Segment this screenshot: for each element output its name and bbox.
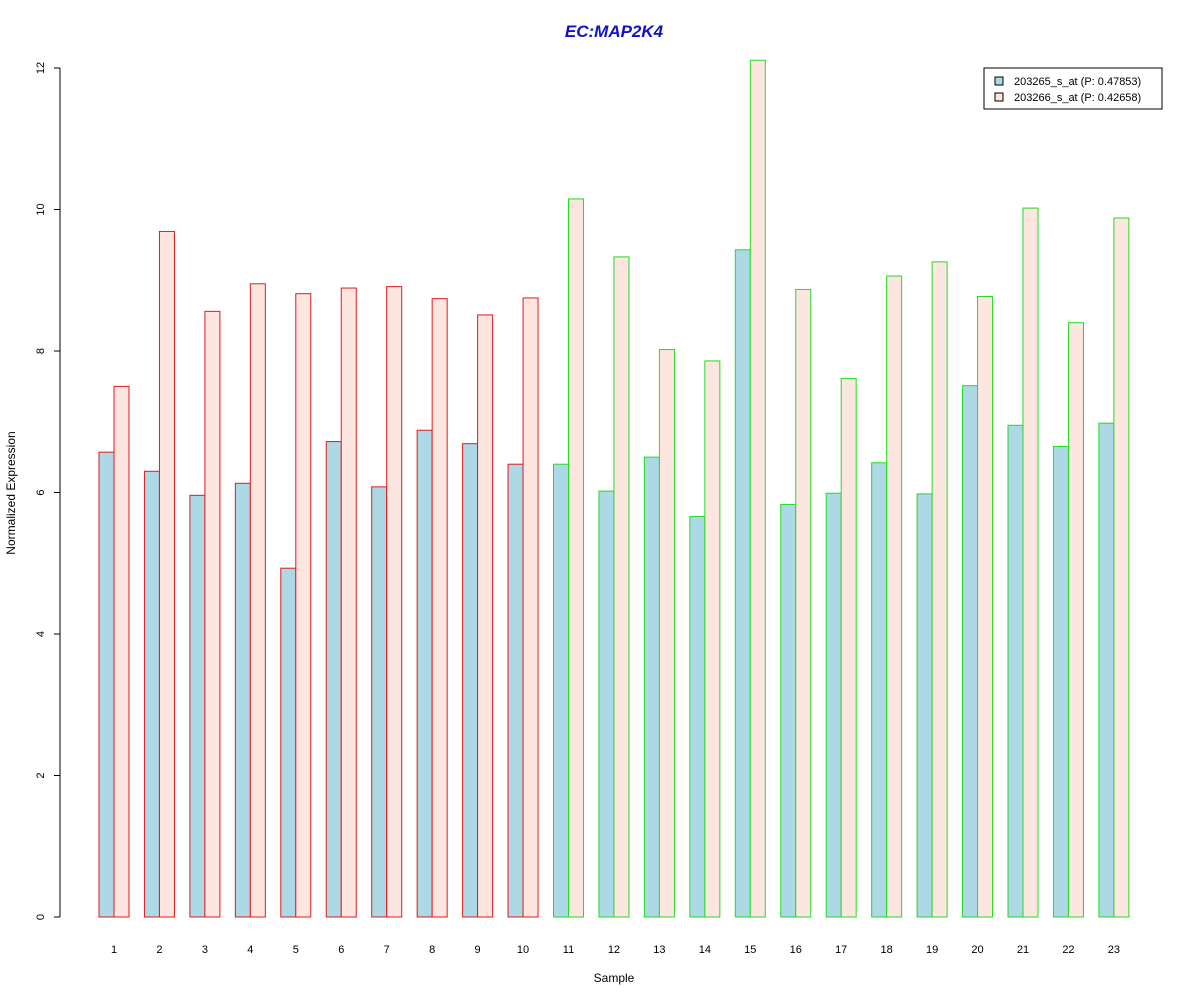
bar-s1-sample-1 [98, 451, 115, 918]
x-tick-label: 13 [653, 944, 665, 956]
bar-s2-sample-17 [840, 378, 857, 918]
bar-s1-sample-2 [143, 470, 160, 918]
y-tick-label: 4 [35, 631, 47, 637]
x-tick-label: 9 [475, 944, 481, 956]
bar-s2-sample-9 [477, 314, 494, 918]
bar-s1-sample-12 [598, 490, 615, 918]
y-axis: 0 2 4 6 8 10 12 [35, 62, 61, 920]
bar-s2-sample-15 [749, 59, 766, 918]
bar-s2-sample-11 [568, 198, 584, 918]
bar-s2-sample-12 [613, 256, 630, 918]
x-tick-label: 1 [111, 944, 117, 956]
legend-box [983, 67, 1163, 110]
bar-s1-sample-18 [871, 462, 888, 918]
bar-s2-sample-7 [386, 286, 403, 918]
x-tick-label: 17 [835, 944, 847, 956]
bar-s1-sample-11 [553, 463, 569, 918]
x-tick-label: 4 [247, 944, 253, 956]
legend: 203265_s_at (P: 0.47853) 203266_s_at (P:… [983, 67, 1163, 110]
x-tick-label: 8 [429, 944, 435, 956]
bar-s2-sample-5 [295, 293, 312, 918]
bar-s1-sample-9 [462, 443, 479, 918]
x-tick-label: 7 [384, 944, 390, 956]
x-tick-label: 14 [699, 944, 711, 956]
bar-s2-sample-21 [1022, 207, 1039, 918]
legend-label-2: 203266_s_at (P: 0.42658) [1014, 92, 1141, 104]
x-tick-label: 2 [156, 944, 162, 956]
bar-s1-sample-21 [1007, 424, 1024, 918]
x-tick-label: 3 [202, 944, 208, 956]
legend-label-1: 203265_s_at (P: 0.47853) [1014, 76, 1141, 88]
x-tick-label: 5 [293, 944, 299, 956]
legend-swatch-2 [994, 92, 1004, 102]
chart-title: EC:MAP2K4 [565, 22, 664, 41]
y-tick-label: 0 [35, 914, 47, 920]
bar-s1-sample-10 [507, 463, 524, 918]
bar-s1-sample-17 [825, 492, 842, 918]
bar-s1-sample-20 [962, 385, 979, 918]
bar-s1-sample-7 [371, 486, 388, 918]
bar-s1-sample-8 [416, 429, 433, 918]
x-tick-label: 21 [1017, 944, 1029, 956]
bar-s1-sample-6 [325, 441, 342, 918]
bar-s1-sample-4 [234, 482, 251, 918]
bar-s2-sample-1 [113, 385, 130, 918]
x-axis-ticks: 1 2 3 4 5 6 7 8 9 10 11 12 13 14 15 16 17 18 19 20 21 22 23 [111, 944, 1120, 956]
x-tick-label: 23 [1108, 944, 1120, 956]
bar-s1-sample-3 [189, 494, 206, 918]
y-tick-label: 8 [35, 348, 47, 354]
bar-s2-sample-6 [340, 287, 357, 918]
bar-s2-sample-4 [249, 283, 266, 918]
bars [98, 59, 1130, 918]
bar-s2-sample-23 [1113, 217, 1130, 918]
x-axis-label: Sample [594, 971, 635, 985]
bar-s2-sample-19 [931, 261, 948, 918]
bar-s1-sample-14 [689, 516, 706, 918]
bar-s1-sample-15 [734, 249, 751, 918]
bar-s1-sample-16 [780, 504, 797, 918]
x-tick-label: 15 [744, 944, 756, 956]
bar-s2-sample-8 [431, 298, 448, 918]
bar-s2-sample-13 [658, 349, 675, 918]
x-tick-label: 20 [971, 944, 983, 956]
x-tick-label: 16 [790, 944, 802, 956]
bar-s2-sample-2 [158, 230, 175, 918]
bar-s1-sample-23 [1098, 422, 1115, 918]
y-tick-label: 10 [35, 203, 47, 215]
x-tick-label: 18 [881, 944, 893, 956]
bar-s2-sample-3 [204, 310, 221, 918]
bar-s2-sample-20 [977, 296, 994, 918]
x-tick-label: 19 [926, 944, 938, 956]
x-tick-label: 12 [608, 944, 620, 956]
bar-s1-sample-5 [280, 567, 297, 918]
bar-s2-sample-22 [1067, 322, 1084, 918]
y-tick-label: 6 [35, 489, 47, 495]
y-tick-label: 2 [35, 772, 47, 778]
bar-s2-sample-16 [795, 288, 812, 918]
bar-s1-sample-19 [916, 493, 933, 918]
x-tick-label: 10 [517, 944, 529, 956]
x-tick-label: 11 [563, 944, 574, 956]
bar-s1-sample-22 [1052, 446, 1069, 918]
y-tick-label: 12 [35, 62, 47, 74]
bar-s2-sample-14 [704, 360, 721, 918]
bar-s2-sample-10 [522, 297, 539, 918]
x-tick-label: 6 [338, 944, 344, 956]
legend-swatch-1 [994, 76, 1004, 86]
bar-s1-sample-13 [643, 456, 660, 918]
x-tick-label: 22 [1062, 944, 1074, 956]
y-axis-label: Normalized Expression [4, 431, 18, 554]
bar-s2-sample-18 [886, 275, 903, 918]
